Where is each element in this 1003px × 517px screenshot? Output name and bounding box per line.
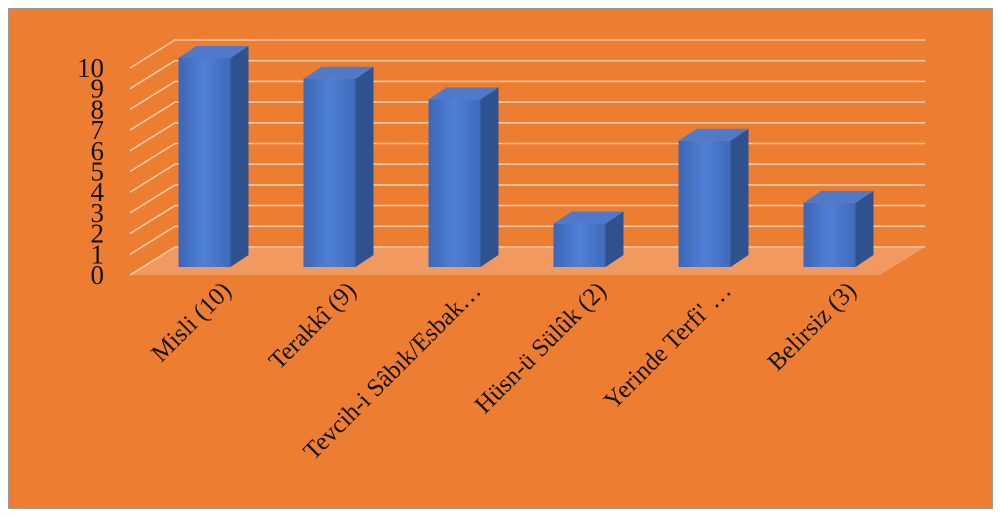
- y-tick-label: 0: [91, 260, 105, 290]
- x-category-label: Hüsn-ü Sülûk (2): [470, 277, 612, 419]
- bar: [178, 46, 249, 267]
- y-tick-label: 10: [77, 53, 104, 83]
- gridline: [129, 225, 925, 255]
- bar-front: [678, 140, 731, 267]
- bar: [803, 190, 874, 267]
- bar-side: [230, 46, 249, 267]
- x-category-label: Belirsiz (3): [763, 277, 862, 376]
- bar-front: [178, 58, 231, 267]
- y-tick-label: 1: [91, 239, 105, 269]
- bar-side: [730, 128, 749, 267]
- y-tick-label: 9: [91, 74, 105, 104]
- bar-side: [855, 190, 874, 267]
- bar: [678, 128, 749, 267]
- y-tick-label: 6: [91, 136, 105, 166]
- x-category-label: Yerinde Terfi' …: [599, 277, 737, 415]
- y-tick-label: 3: [91, 198, 105, 228]
- bar-top: [678, 128, 749, 141]
- bar-top: [803, 190, 874, 203]
- gridline: [129, 142, 925, 173]
- y-tick-label: 5: [91, 157, 105, 187]
- bar-front: [553, 223, 606, 267]
- bar-top: [178, 46, 249, 58]
- gridline: [129, 204, 925, 235]
- gridline: [129, 39, 925, 69]
- bar-side: [355, 66, 374, 267]
- gridline: [129, 59, 925, 90]
- bar-side: [605, 211, 624, 267]
- gridline: [129, 163, 925, 193]
- y-tick-label: 7: [91, 115, 105, 145]
- bar-front: [303, 78, 356, 267]
- gridlines: [129, 39, 925, 276]
- x-category-label: Misli (10): [146, 277, 236, 367]
- y-tick-label: 4: [91, 177, 105, 207]
- bar-front: [803, 202, 856, 267]
- bar-front: [428, 99, 481, 268]
- x-axis-labels: Misli (10) Terakkî (9)Tevcih-i Sâbık/Esba…: [146, 277, 861, 465]
- y-tick-label: 2: [91, 219, 105, 249]
- gridline: [129, 122, 925, 152]
- bar: [553, 211, 624, 267]
- bar-side: [480, 87, 499, 268]
- bar-top: [553, 211, 624, 224]
- y-tick-label: 8: [91, 94, 105, 124]
- gridline: [129, 184, 925, 214]
- bar-top: [303, 66, 374, 79]
- bars: [178, 46, 874, 268]
- bar: [428, 87, 499, 268]
- gridline: [129, 101, 925, 131]
- bar: [303, 66, 374, 267]
- bar-top: [428, 87, 499, 100]
- gridline: [129, 80, 925, 111]
- gridline: [129, 246, 925, 276]
- x-category-label: Terakkî (9): [264, 277, 362, 375]
